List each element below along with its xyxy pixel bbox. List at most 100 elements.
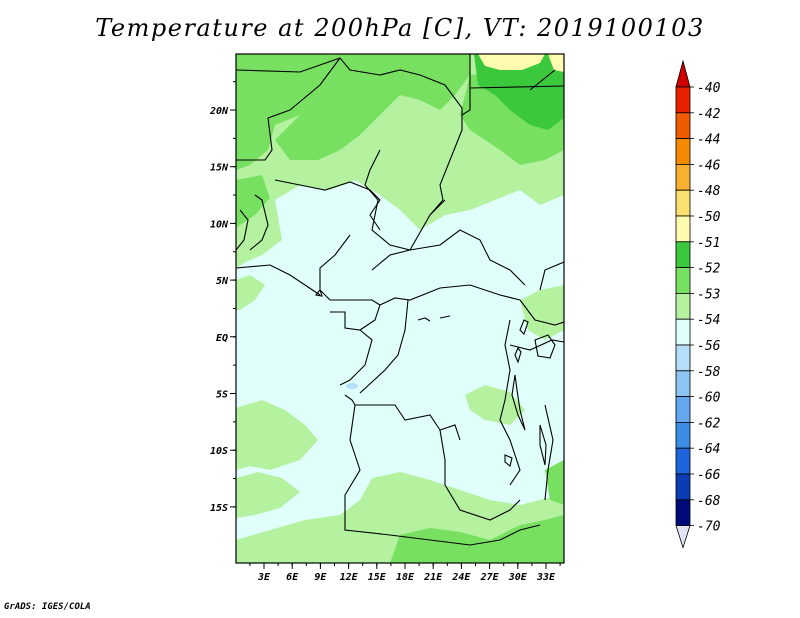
colorbar-box: [675, 370, 691, 397]
colorbar-box: [675, 267, 691, 294]
colorbar-bottom-arrow: [675, 525, 691, 549]
border-north-2: [461, 54, 471, 116]
field-northeast-dark-green: [474, 54, 564, 130]
border-north-4: [236, 57, 341, 161]
colorbar-label: -51: [697, 236, 720, 251]
border-west-small: [249, 194, 269, 251]
colorbar-box: [675, 344, 691, 372]
colorbar-box: [675, 318, 691, 346]
country-borders: [236, 54, 564, 546]
border-car: [371, 229, 526, 286]
colorbar-label: -42: [697, 107, 721, 122]
colorbar-box: [675, 163, 691, 191]
lon-label: 15E: [368, 572, 387, 583]
lon-label: 30E: [508, 572, 528, 583]
field-southeast-light-green: [465, 385, 525, 425]
colorbar-box: [675, 189, 691, 217]
border-chad-cameroon: [364, 149, 446, 251]
border-south-east: [429, 524, 541, 546]
lat-label: 5S: [216, 390, 228, 401]
map-title: Temperature at 200hPa [C], VT: 201910010…: [95, 14, 705, 42]
border-gulf-coast: [236, 264, 321, 296]
colorbar-label: -50: [697, 210, 721, 225]
lon-axis: 3E 6E 9E 12E 15E 18E 21E 24E 27E 30E 33E: [249, 563, 561, 583]
lat-label: 10N: [210, 219, 229, 230]
lon-label: 27E: [480, 572, 500, 583]
border-drc-east: [499, 319, 521, 486]
colorbar-top-arrow: [675, 59, 691, 88]
colorbar-box: [675, 499, 691, 526]
river-spot-1: [417, 317, 431, 322]
field-south-green-1: [390, 515, 564, 563]
colorbar-box: [675, 292, 691, 320]
lake-kivu: [514, 346, 522, 364]
lat-label: 15S: [210, 503, 228, 514]
lon-label: 9E: [314, 572, 327, 583]
colorbar-label: -70: [697, 520, 721, 535]
colorbar-box: [675, 473, 691, 501]
border-car-south: [379, 284, 521, 306]
field-corner-yellow: [548, 54, 564, 72]
colorbar-label: -44: [697, 133, 720, 148]
lat-label: 15N: [210, 163, 229, 174]
colorbar-label: -52: [697, 262, 721, 277]
colorbar-box: [675, 447, 691, 475]
temperature-field: [236, 54, 564, 563]
colorbar-box: [675, 112, 691, 140]
field-north-green-mid: [275, 54, 470, 160]
credit-text: GrADS: IGES/COLA: [4, 602, 91, 612]
border-east-2: [509, 339, 564, 351]
colorbar-box: [675, 86, 691, 114]
border-angola-north: [355, 404, 461, 441]
colorbar-label: -66: [697, 468, 721, 483]
lake-malawi: [539, 424, 547, 466]
field-northeast-yellow: [478, 54, 545, 70]
field-west-coast-green: [236, 275, 265, 310]
colorbar-label: -58: [697, 365, 721, 380]
colorbar-label: -60: [697, 391, 721, 406]
field-north-green-west: [236, 54, 345, 170]
colorbar-label: -68: [697, 494, 721, 509]
lon-label: 12E: [340, 572, 359, 583]
lat-label: 20N: [209, 106, 229, 117]
field-cold-spot: [346, 383, 358, 389]
colorbar-box: [675, 138, 691, 165]
island-bioko: [314, 288, 323, 297]
colorbar-label: -46: [697, 158, 721, 173]
border-angola: [344, 404, 431, 541]
lake-tanganyika: [511, 374, 526, 431]
colorbar-label: -53: [697, 287, 720, 302]
colorbar-box: [675, 241, 691, 269]
border-ne-spur: [529, 69, 556, 91]
lat-axis: 20N 15N 10N 5N EQ 5S 10S 15S: [209, 81, 236, 514]
lon-label: 33E: [536, 572, 556, 583]
field-east-light-green: [520, 285, 564, 340]
coast-angola: [344, 394, 356, 406]
field-south-green-2: [545, 460, 564, 505]
colorbar-box: [675, 421, 691, 449]
field-south-light-green: [236, 400, 318, 470]
colorbar: -40 -42 -44 -46 -48 -50 -51 -52 -53 -54 -56 -58 -60 -…: [675, 59, 721, 549]
border-congo: [339, 329, 373, 386]
colorbar-label: -64: [697, 442, 720, 457]
field-southwest-light-green: [236, 472, 300, 518]
lake-albert: [519, 319, 529, 336]
border-east-3: [539, 261, 564, 291]
colorbar-label: -48: [697, 184, 721, 199]
lake-mweru: [504, 454, 513, 467]
border-niger-nigeria: [274, 179, 381, 231]
lon-label: 24E: [451, 572, 471, 583]
border-east-4: [544, 404, 554, 501]
border-gabon: [330, 304, 381, 331]
lon-label: 18E: [396, 572, 415, 583]
border-east-1: [519, 299, 564, 326]
lake-victoria: [534, 334, 556, 359]
lon-label: 21E: [423, 572, 443, 583]
colorbar-label: -40: [697, 81, 721, 96]
border-zambia: [439, 429, 521, 521]
lat-label: EQ: [216, 333, 228, 344]
colorbar-label: -56: [697, 339, 721, 354]
colorbar-label: -54: [697, 313, 720, 328]
lon-label: 3E: [257, 572, 271, 583]
